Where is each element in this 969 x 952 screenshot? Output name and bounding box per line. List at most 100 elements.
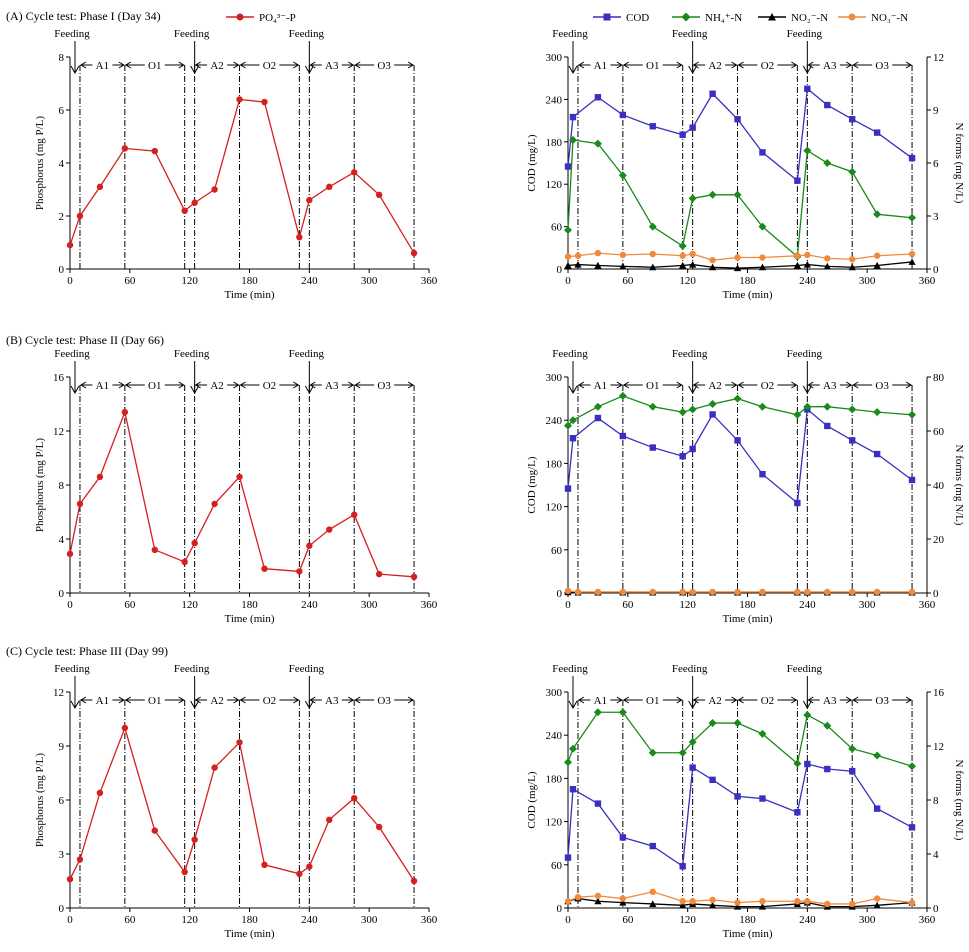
data-point-phosphorus [326,526,333,533]
y-tick-label: 300 [546,687,563,699]
data-point-no3 [908,899,916,906]
data-point-no3 [564,898,572,905]
data-point-no3 [849,256,856,263]
x-tick-label: 240 [799,275,816,287]
data-point-cod [709,90,716,97]
phase-arrow-head-right [293,61,300,69]
phase-arrow-head-right [407,61,415,69]
phase-label: O3 [875,380,889,392]
data-point-no3 [824,900,831,908]
phase-label-bg [144,693,165,706]
data-point-phosphorus [181,868,188,876]
data-point-nh4 [793,759,802,768]
phase-arrow-head-right [118,696,125,704]
x-axis-title: Time (min) [224,928,274,940]
y-tick-label: 60 [551,222,563,234]
feeding-label: Feeding [54,348,90,360]
data-point-no3 [759,588,766,596]
x-tick-label: 360 [919,275,936,287]
phase-label: A2 [708,60,721,72]
y-tick-label: 300 [546,52,563,64]
panel-title-c: (C) Cycle test: Phase III (Day 99) [6,644,168,658]
phase-label-bg [92,693,113,706]
phase-label-bg [705,58,726,71]
phase-arrow-head-right [845,61,853,69]
y2-tick-label: 0 [933,264,939,276]
phase-label: O1 [646,380,659,392]
phase-label: A2 [210,380,223,392]
data-point-no2 [619,262,627,270]
data-point-nh4 [758,402,767,411]
data-point-nh4 [793,410,802,419]
data-point-nh4 [758,222,767,231]
feeding-label: Feeding [174,663,210,675]
feeding-label: Feeding [174,348,210,360]
data-point-cod [849,437,856,444]
data-point-phosphorus [306,863,313,870]
y2-tick-label: 9 [933,105,939,117]
data-point-cod [709,411,716,418]
data-point-no3 [794,898,801,905]
phase-arrow-head-left [124,696,132,704]
data-point-no3 [824,255,831,262]
data-point-phosphorus [96,183,104,191]
x-tick-label: 300 [859,914,876,926]
phase-arrow-head-right [791,61,798,69]
data-point-phosphorus [296,568,303,575]
data-point-nh4 [803,710,812,719]
data-point-no3 [804,588,811,596]
series-phosphorus [66,96,418,257]
data-point-nh4 [648,748,657,757]
series-cod [564,760,916,870]
phase-arrow-head-left [622,696,630,704]
panel-titles: (A) Cycle test: Phase I (Day 34) (B) Cyc… [6,9,168,658]
series-line-cod [567,408,913,505]
y-tick-label: 180 [546,458,563,470]
data-point-phosphorus [375,191,383,198]
phase-label-bg [590,378,611,391]
phase-arrow-head-left [692,61,699,69]
data-point-cod [849,115,856,123]
phase-label-bg [207,58,228,71]
x-tick-label: 120 [181,275,198,287]
data-point-nh4 [688,737,697,746]
data-point-nh4 [564,421,572,430]
phase-arrow-head-right [407,696,415,704]
x-tick-label: 0 [565,599,571,611]
x-tick-label: 120 [181,914,198,926]
phase-label: A3 [325,695,339,707]
data-point-nh4 [733,719,742,728]
data-point-phosphorus [76,500,84,508]
data-point-nh4 [648,402,657,411]
data-point-nh4 [564,226,572,235]
data-point-nh4 [593,139,602,148]
phase-label-bg [374,693,395,706]
series-line-nh4 [567,395,913,427]
data-point-nh4 [648,222,657,231]
feeding-arrow-head [802,385,812,395]
phase-label-bg [144,58,165,71]
phase-arrow-head-right [905,381,913,389]
series-line-nh4 [567,711,913,767]
x-tick-label: 360 [421,275,438,287]
phase-arrow-head-left [737,61,744,69]
legend-phosphorus-label: PO₄³⁻-P [259,12,296,24]
data-point-nh4 [848,405,857,414]
data-point-cod [594,94,602,101]
data-point-phosphorus [410,573,418,580]
y2-tick-label: 6 [933,158,939,170]
feeding-label: Feeding [552,663,588,675]
data-point-nh4 [823,159,832,167]
phase-arrow-head-right [347,61,355,69]
phase-label-bg [757,378,778,391]
data-point-cod [689,445,696,453]
phase-label-bg [872,58,893,71]
y-tick-label: 0 [59,264,65,276]
data-point-phosphorus [76,856,84,863]
y-tick-label: 8 [59,52,65,64]
data-point-phosphorus [236,96,243,103]
feeding-arrow-head [802,65,812,75]
phase-arrow-head-right [616,381,623,389]
data-point-no2 [649,900,657,907]
phase-arrow-head-left [239,61,246,69]
